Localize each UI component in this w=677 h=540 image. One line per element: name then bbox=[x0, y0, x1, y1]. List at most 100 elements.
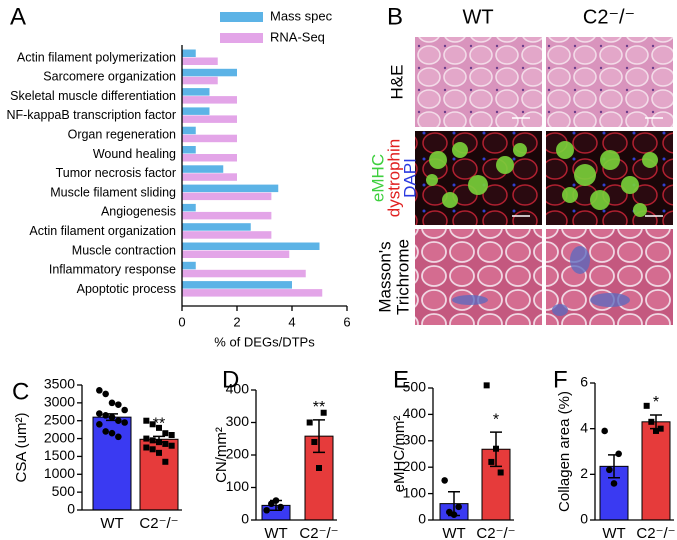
panel-label: C bbox=[12, 378, 29, 405]
y-tick-label: 500 bbox=[52, 483, 76, 499]
data-point bbox=[108, 413, 116, 421]
x-tick-label: WT bbox=[264, 525, 287, 540]
bar bbox=[182, 261, 196, 270]
data-point bbox=[115, 433, 122, 441]
data-point bbox=[102, 428, 109, 435]
he-image bbox=[415, 37, 542, 127]
legend-label: Mass spec bbox=[270, 8, 333, 23]
significance: ** bbox=[313, 399, 325, 416]
category-label: Actin filament organization bbox=[29, 224, 176, 238]
y-tick-label: 0 bbox=[580, 511, 588, 527]
data-point bbox=[272, 497, 280, 504]
trichrome-image bbox=[415, 229, 542, 325]
panel-label: B bbox=[387, 3, 403, 30]
data-point bbox=[115, 417, 122, 425]
y-tick-label: 2000 bbox=[44, 429, 75, 445]
y-tick-label: 0 bbox=[241, 511, 249, 527]
y-tick-label: 4 bbox=[580, 419, 588, 435]
bar bbox=[182, 250, 290, 258]
he-image bbox=[546, 37, 673, 127]
data-point bbox=[615, 450, 622, 458]
x-tick-label: C2⁻/⁻ bbox=[299, 525, 338, 540]
bar bbox=[182, 269, 306, 278]
bar bbox=[182, 126, 196, 135]
data-point bbox=[277, 503, 284, 511]
y-tick-label: 0 bbox=[418, 511, 426, 527]
significance: * bbox=[493, 411, 499, 428]
data-point bbox=[450, 511, 458, 519]
bar bbox=[182, 146, 196, 154]
row-label: dystrophin bbox=[384, 139, 403, 217]
error-bar bbox=[313, 419, 325, 454]
bar bbox=[182, 57, 218, 65]
x-tick-label: WT bbox=[100, 515, 123, 532]
bar bbox=[182, 223, 251, 231]
bar bbox=[182, 165, 224, 173]
y-axis-label: CN/mm² bbox=[213, 427, 230, 483]
category-label: Apoptotic process bbox=[77, 282, 176, 296]
bar bbox=[182, 192, 272, 201]
data-point bbox=[648, 418, 655, 425]
data-point bbox=[483, 382, 490, 389]
significance: * bbox=[653, 394, 659, 411]
bar bbox=[182, 173, 237, 181]
data-point bbox=[143, 417, 150, 424]
data-point bbox=[316, 465, 322, 471]
panel-label: A bbox=[10, 3, 26, 30]
category-label: Actin filament polymerization bbox=[17, 50, 176, 64]
bar bbox=[182, 289, 323, 297]
data-point bbox=[121, 406, 128, 414]
bar bbox=[182, 154, 237, 162]
data-point bbox=[455, 503, 462, 511]
data-point bbox=[96, 410, 103, 417]
category-label: Skeletal muscle differentiation bbox=[10, 89, 176, 103]
row-label: eMHC bbox=[368, 154, 387, 202]
row-label: Trichrome bbox=[393, 239, 412, 315]
bar bbox=[182, 96, 237, 104]
y-axis-label: Collagen area (%) bbox=[556, 391, 573, 512]
category-label: NF-kappaB transcription factor bbox=[6, 108, 176, 122]
data-point bbox=[149, 437, 156, 444]
emhc-signal bbox=[426, 141, 658, 217]
panel-label: D bbox=[222, 366, 239, 393]
category-label: Wound healing bbox=[93, 147, 176, 161]
data-point bbox=[162, 458, 169, 465]
data-point bbox=[115, 401, 122, 408]
data-point bbox=[311, 439, 318, 445]
x-tick-label: 4 bbox=[288, 314, 295, 329]
bar bbox=[182, 231, 272, 239]
data-point bbox=[96, 420, 103, 428]
category-label: Inflammatory response bbox=[49, 263, 176, 277]
data-point bbox=[96, 387, 103, 394]
data-point bbox=[149, 446, 156, 453]
data-point bbox=[102, 390, 109, 398]
y-axis-label: eMHC/mm² bbox=[391, 416, 408, 493]
data-point bbox=[121, 419, 128, 426]
category-label: Organ regeneration bbox=[68, 127, 176, 141]
data-point bbox=[606, 466, 613, 474]
collagen-signal bbox=[452, 246, 630, 316]
data-point bbox=[488, 458, 495, 465]
y-axis-label: CSA (um²) bbox=[13, 412, 30, 482]
y-tick-label: 200 bbox=[226, 446, 250, 462]
y-tick-label: 500 bbox=[403, 379, 427, 395]
y-tick-label: 3000 bbox=[44, 394, 75, 410]
bar bbox=[182, 88, 210, 96]
y-tick-label: 100 bbox=[226, 478, 250, 494]
data-point bbox=[610, 480, 618, 487]
y-tick-label: 2 bbox=[580, 465, 588, 481]
scale-bars bbox=[512, 117, 663, 217]
y-tick-label: 400 bbox=[403, 405, 427, 421]
data-point bbox=[108, 399, 116, 407]
bar bbox=[182, 281, 292, 289]
category-label: Muscle contraction bbox=[72, 243, 176, 257]
data-point bbox=[168, 442, 175, 449]
data-point bbox=[156, 424, 162, 431]
y-tick-label: 6 bbox=[580, 374, 588, 390]
y-tick-label: 100 bbox=[403, 484, 427, 500]
x-tick-label: C2⁻/⁻ bbox=[476, 525, 515, 540]
data-point bbox=[102, 412, 109, 419]
bar bbox=[182, 115, 237, 123]
data-point bbox=[162, 440, 169, 447]
